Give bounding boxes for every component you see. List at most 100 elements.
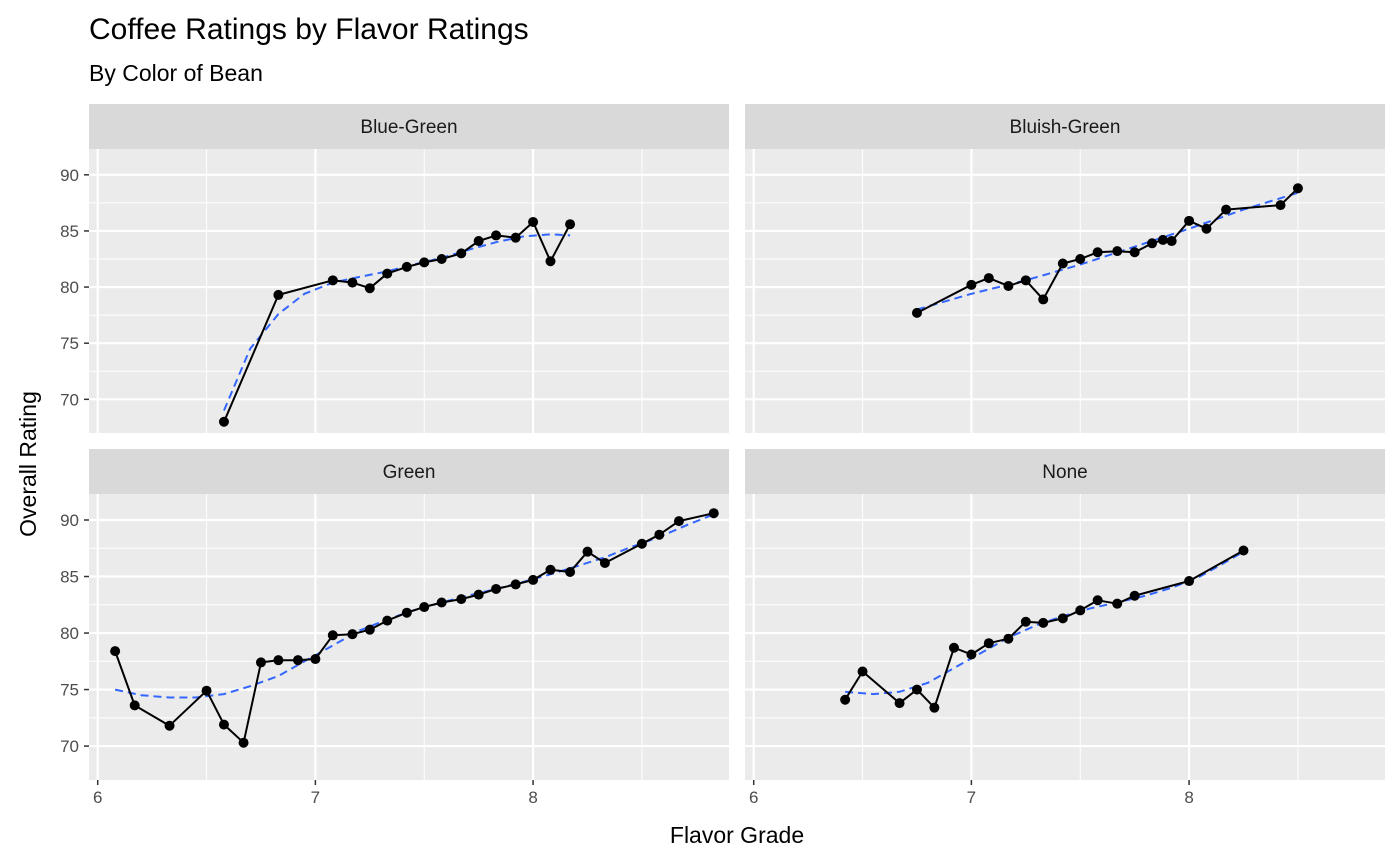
- data-point: [1292, 183, 1303, 194]
- data-point: [966, 649, 977, 660]
- chart-subtitle: By Color of Bean: [89, 60, 263, 86]
- data-point: [911, 307, 922, 318]
- y-tick-label: 80: [60, 624, 79, 643]
- data-point: [401, 261, 412, 272]
- data-point: [382, 268, 393, 279]
- data-point: [1275, 200, 1286, 211]
- y-tick-label: 90: [60, 511, 79, 530]
- data-point: [983, 273, 994, 284]
- x-tick-label: 8: [528, 788, 537, 807]
- y-tick-label: 90: [60, 166, 79, 185]
- facet-panel-blue-green: Blue-Green 70 75 80 85 90: [60, 104, 729, 433]
- data-point: [456, 594, 467, 605]
- smooth-trend-line: [916, 191, 1299, 311]
- data-point: [401, 607, 412, 618]
- data-point: [966, 279, 977, 290]
- data-point: [1147, 238, 1158, 249]
- data-point: [1075, 605, 1086, 616]
- panel-background: [745, 494, 1385, 780]
- data-point: [565, 567, 576, 577]
- y-tick-label: 70: [60, 737, 79, 756]
- data-point: [327, 275, 338, 286]
- data-point: [1221, 204, 1232, 215]
- data-point: [1057, 258, 1068, 269]
- data-point: [364, 283, 375, 294]
- facet-panel-green: Green 70 75 80 85 90 6 7 8: [60, 449, 729, 807]
- data-point: [310, 654, 321, 665]
- data-point: [929, 702, 940, 713]
- data-point: [491, 583, 502, 594]
- data-point: [273, 655, 284, 666]
- data-point: [1129, 590, 1140, 601]
- facet-strip-label: None: [1042, 462, 1087, 483]
- data-point: [1238, 545, 1249, 556]
- x-tick-label: 7: [311, 788, 320, 807]
- series-line: [223, 221, 571, 423]
- x-tick-label: 6: [93, 788, 102, 807]
- y-axis-label: Overall Rating: [15, 391, 41, 537]
- data-point: [1166, 236, 1177, 247]
- panel-background: [89, 149, 729, 433]
- data-point: [238, 737, 249, 748]
- data-point: [840, 694, 851, 705]
- data-point: [1112, 598, 1123, 609]
- facet-panel-none: None 6 7 8: [745, 449, 1385, 807]
- data-point: [273, 289, 284, 300]
- data-point: [1184, 576, 1195, 587]
- data-point: [1112, 246, 1123, 257]
- facet-strip: [745, 104, 1385, 149]
- data-point: [673, 516, 684, 527]
- data-point: [510, 579, 521, 590]
- facet-strip: [89, 104, 729, 149]
- data-point: [1092, 247, 1103, 258]
- data-point: [983, 638, 994, 649]
- data-point: [473, 589, 484, 600]
- facet-panel-bluish-green: Bluish-Green: [745, 104, 1385, 433]
- x-axis-label: Flavor Grade: [670, 822, 804, 848]
- data-point: [911, 684, 922, 695]
- x-tick-label: 8: [1184, 788, 1193, 807]
- data-point: [1038, 617, 1049, 628]
- data-point: [347, 277, 358, 288]
- y-tick-label: 80: [60, 278, 79, 297]
- y-tick-label: 85: [60, 222, 79, 241]
- data-point: [1003, 633, 1014, 644]
- data-point: [857, 666, 868, 677]
- data-point: [1129, 247, 1140, 258]
- data-point: [382, 615, 393, 626]
- data-point: [1020, 275, 1031, 286]
- data-point: [292, 655, 303, 666]
- data-point: [1201, 223, 1212, 234]
- data-point: [364, 624, 375, 635]
- data-point: [636, 538, 647, 549]
- facet-strip: [89, 449, 729, 494]
- data-point: [654, 529, 665, 540]
- data-point: [708, 508, 719, 519]
- data-point: [491, 230, 502, 241]
- facet-strip-label: Blue-Green: [360, 117, 457, 138]
- data-point: [1003, 280, 1014, 291]
- facet-strip-label: Green: [383, 462, 436, 483]
- data-point: [1157, 234, 1168, 245]
- y-tick-label: 85: [60, 568, 79, 587]
- facet-strip: [745, 449, 1385, 494]
- data-point: [948, 642, 959, 653]
- data-point: [1038, 294, 1049, 305]
- data-point: [436, 597, 447, 608]
- data-point: [1075, 254, 1086, 265]
- data-point: [545, 564, 556, 575]
- data-point: [419, 257, 430, 268]
- data-point: [327, 630, 338, 641]
- data-point: [1057, 613, 1068, 624]
- data-point: [456, 248, 467, 259]
- data-point: [582, 546, 593, 557]
- data-point: [1092, 595, 1103, 606]
- panel-background: [89, 494, 729, 780]
- data-point: [255, 657, 266, 668]
- data-point: [528, 216, 539, 227]
- facet-panels: Blue-Green 70 75 80 85 90 Bluish-Green Green 70 7…: [60, 104, 1385, 807]
- data-point: [164, 720, 175, 731]
- data-point: [201, 685, 212, 696]
- panel-background: [745, 149, 1385, 433]
